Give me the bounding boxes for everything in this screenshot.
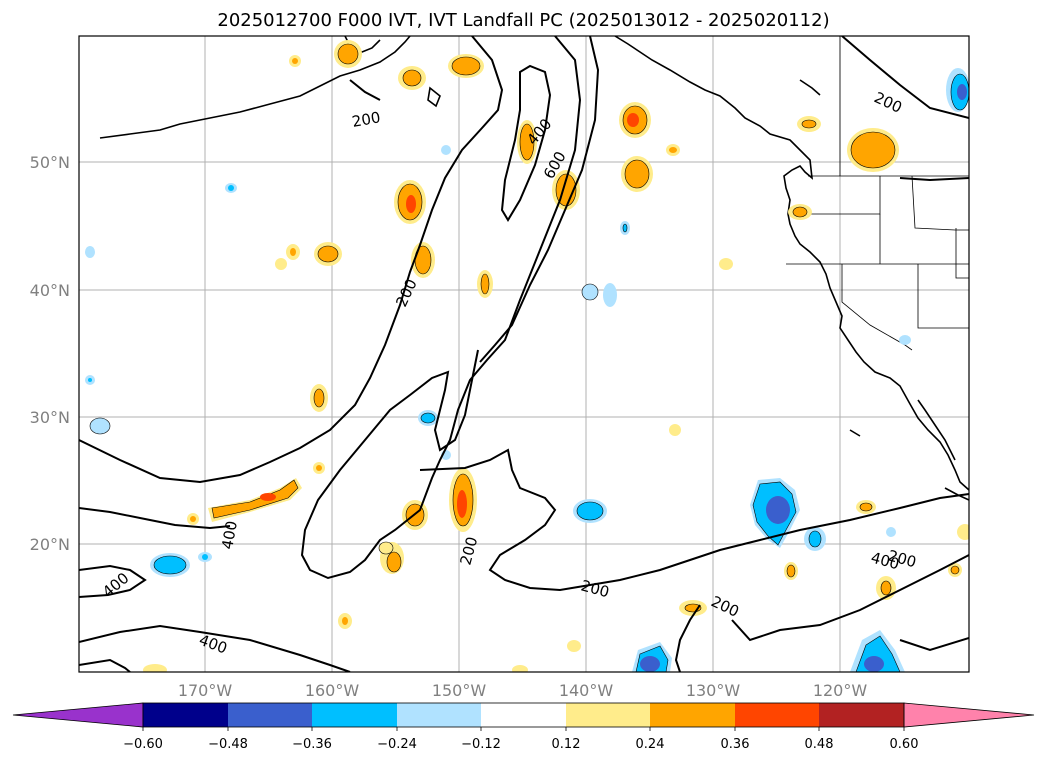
colorbar-tick-label: 0.36 bbox=[721, 737, 750, 752]
lat-tick-label: 30°N bbox=[30, 408, 70, 427]
lon-tick-label: 140°W bbox=[559, 681, 614, 700]
pc-shading bbox=[85, 40, 969, 672]
map-frame bbox=[78, 35, 970, 673]
colorbar-tick-label: −0.36 bbox=[292, 737, 332, 752]
colorbar-segment bbox=[566, 703, 650, 727]
colorbar-tick-label: 0.48 bbox=[805, 737, 834, 752]
lat-tick-label: 40°N bbox=[30, 281, 70, 300]
colorbar-tick-label: −0.24 bbox=[377, 737, 417, 752]
lon-tick-label: 120°W bbox=[813, 681, 868, 700]
colorbar: −0.60 −0.48 −0.36 −0.24 −0.12 0.12 0.24 … bbox=[12, 702, 1035, 752]
contour-label: 200 bbox=[351, 108, 382, 131]
colorbar-tick-label: −0.12 bbox=[461, 737, 501, 752]
contour-label: 400 bbox=[218, 519, 241, 550]
lon-tick-label: 170°W bbox=[178, 681, 233, 700]
colorbar-tick-label: 0.24 bbox=[636, 737, 665, 752]
lat-tick-label: 20°N bbox=[30, 535, 70, 554]
lon-tick-label: 150°W bbox=[432, 681, 487, 700]
map-title: 2025012700 F000 IVT, IVT Landfall PC (20… bbox=[217, 10, 830, 31]
colorbar-tick-label: 0.12 bbox=[552, 737, 581, 752]
colorbar-tick-label: 0.60 bbox=[890, 737, 919, 752]
colorbar-segment bbox=[228, 703, 312, 727]
lat-axis: 50°N 40°N 30°N 20°N bbox=[30, 153, 70, 554]
colorbar-segment bbox=[397, 703, 481, 727]
lon-tick-label: 160°W bbox=[305, 681, 360, 700]
colorbar-segment bbox=[143, 703, 228, 727]
colorbar-segment bbox=[819, 703, 904, 727]
borders bbox=[786, 36, 969, 351]
coastline bbox=[99, 36, 969, 501]
colorbar-tick-label: −0.60 bbox=[123, 737, 163, 752]
colorbar-extend-high bbox=[903, 702, 1035, 728]
colorbar-segment bbox=[735, 703, 819, 727]
colorbar-segment bbox=[650, 703, 735, 727]
ivt-contours bbox=[79, 36, 969, 672]
colorbar-segment bbox=[312, 703, 397, 727]
lon-tick-label: 130°W bbox=[686, 681, 741, 700]
lon-axis: 170°W 160°W 150°W 140°W 130°W 120°W bbox=[178, 681, 868, 700]
lat-tick-label: 50°N bbox=[30, 153, 70, 172]
colorbar-extend-low bbox=[12, 702, 144, 728]
colorbar-tick-label: −0.48 bbox=[208, 737, 248, 752]
colorbar-segment bbox=[481, 703, 566, 727]
